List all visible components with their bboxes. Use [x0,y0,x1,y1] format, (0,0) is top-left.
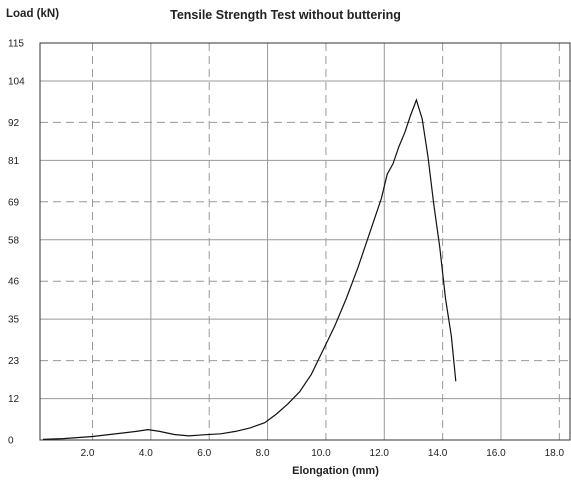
y-tick-label: 35 [8,315,20,326]
y-tick-label: 104 [8,76,25,87]
y-tick-label: 58 [8,235,20,246]
x-tick-label: 4.0 [139,448,153,459]
y-tick-label: 81 [8,156,20,167]
y-tick-label: 69 [8,197,20,208]
x-tick-label: 6.0 [197,448,211,459]
y-tick-label: 92 [8,118,20,129]
x-tick-label: 14.0 [428,448,448,459]
x-axis-label: Elongation (mm) [292,465,379,477]
load-curve [42,98,457,440]
x-tick-label: 12.0 [370,448,390,459]
chart-title: Tensile Strength Test without buttering [170,8,401,22]
y-tick-label: 46 [8,277,20,288]
y-tick-label: 23 [8,356,20,367]
x-tick-label: 2.0 [81,448,95,459]
y-tick-label: 12 [8,394,20,405]
y-axis-label: Load (kN) [6,8,60,20]
y-tick-label: 115 [8,39,24,50]
x-tick-label: 16.0 [486,448,506,459]
plot-frame [39,42,571,441]
x-tick-label: 18.0 [545,448,565,459]
x-tick-label: 8.0 [256,448,270,459]
x-tick-label: 10.0 [311,448,331,459]
y-tick-label: 0 [8,436,14,447]
